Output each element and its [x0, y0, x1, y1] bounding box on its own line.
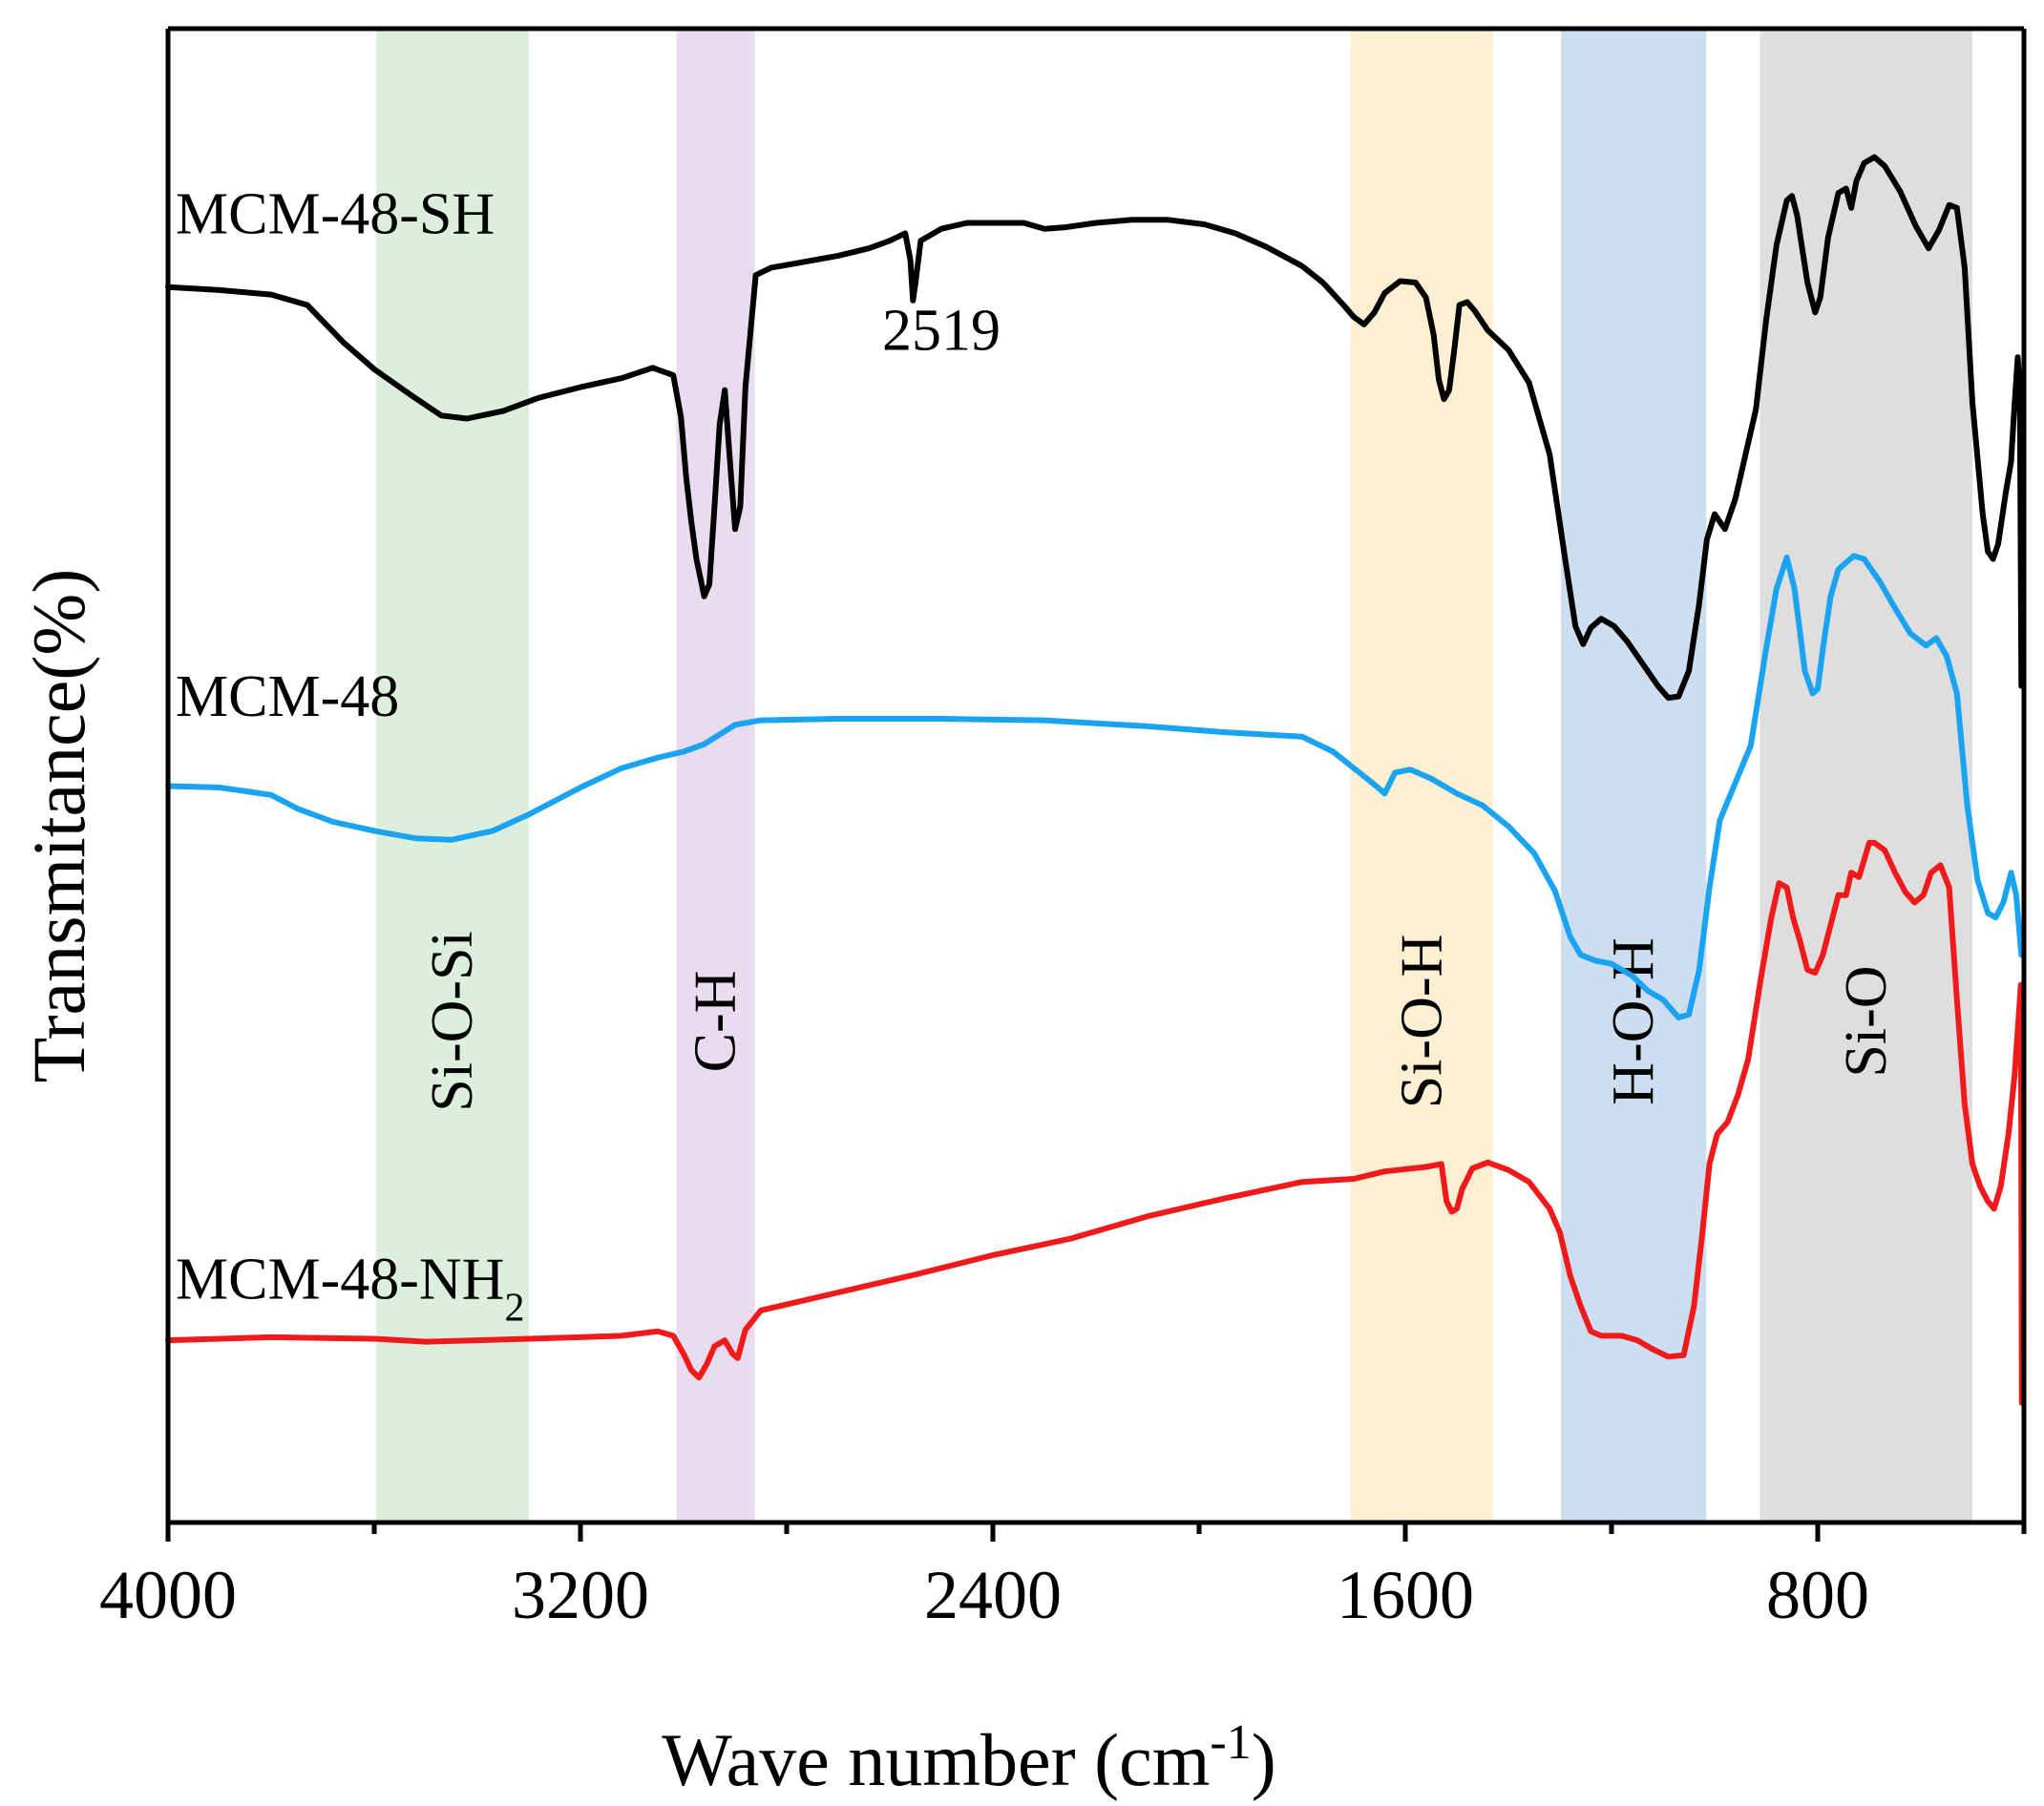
spectra-lines	[165, 154, 2025, 1406]
x-axis-title: Wave number (cm-1)	[662, 1715, 1275, 1802]
y-axis-title: Transmitance(%)	[17, 569, 100, 1083]
band-c-h	[676, 29, 755, 1522]
series-label-mcm-48-nh2: MCM-48-NH2	[176, 1247, 524, 1330]
series-line-mcm-48	[165, 553, 2025, 1020]
annotation-2519: 2519	[882, 298, 1001, 363]
band-si-o-si	[376, 29, 529, 1522]
x-tick-label: 1600	[1337, 1557, 1474, 1633]
series-label-mcm-48: MCM-48	[176, 664, 399, 729]
series-line-mcm-48-sh	[165, 154, 2025, 702]
chart-text: Transmitance(%) Wave number (cm-1) MCM-4…	[17, 181, 1276, 1801]
band-label-si-o-si: Si-O-Si	[420, 931, 485, 1111]
x-axis-title-end: )	[1252, 1718, 1276, 1801]
band-si-o	[1760, 29, 1972, 1522]
x-tick-label: 2400	[924, 1557, 1062, 1633]
band-label-c-h: C-H	[683, 971, 748, 1073]
absorption-bands: Si-O-Si C-H Si-O-H H-O-H Si-O	[376, 29, 1972, 1522]
band-label-si-o: Si-O	[1834, 965, 1899, 1077]
x-tick-label: 800	[1766, 1557, 1869, 1633]
axes: 4000 3200 2400 1600 800	[99, 26, 2027, 1633]
series-line-mcm-48-nh2	[165, 839, 2025, 1406]
band-label-si-o-h: Si-O-H	[1389, 934, 1454, 1109]
x-axis-title-sup: -1	[1210, 1715, 1251, 1770]
x-tick-label: 4000	[99, 1557, 237, 1633]
x-axis-title-main: Wave number (cm	[662, 1718, 1210, 1801]
band-h-o-h	[1561, 29, 1707, 1522]
x-tick-label: 3200	[512, 1557, 649, 1633]
series-label-mcm-48-sh: MCM-48-SH	[176, 181, 495, 246]
